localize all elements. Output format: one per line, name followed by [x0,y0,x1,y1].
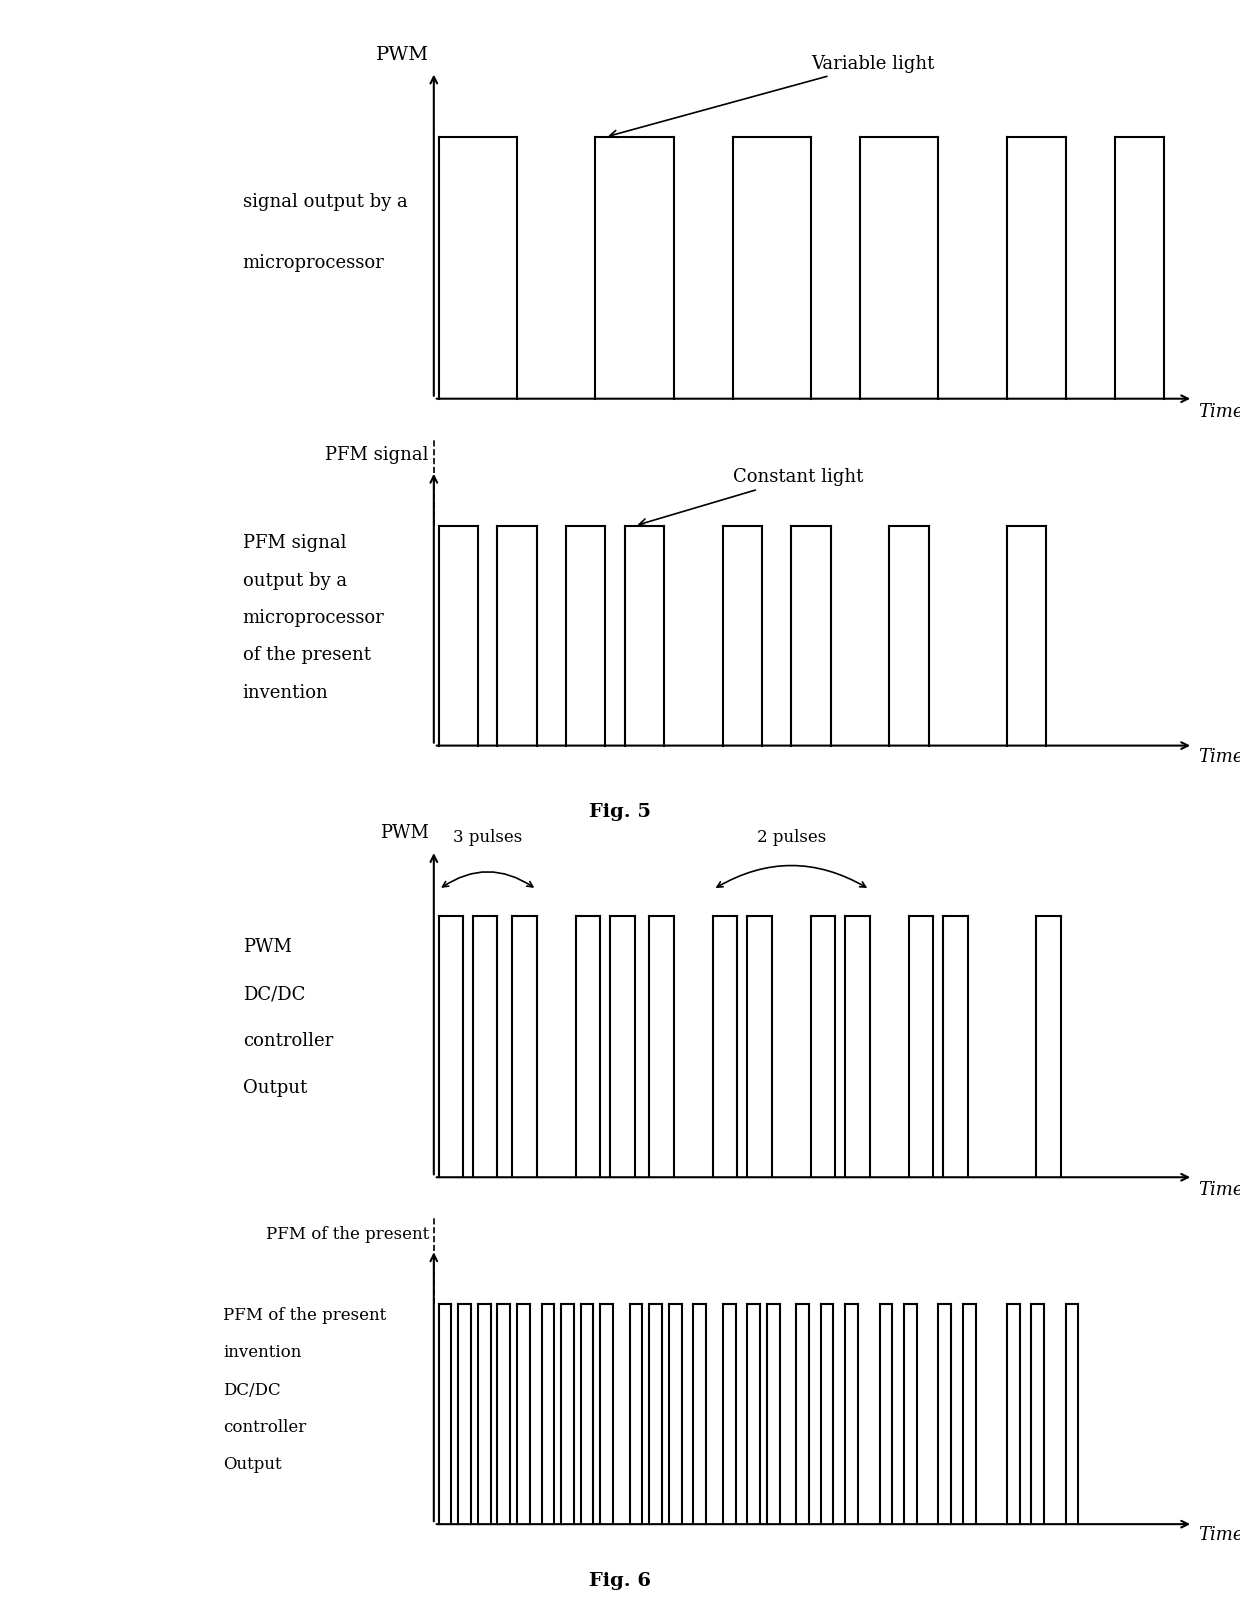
Text: invention: invention [223,1345,301,1361]
Text: microprocessor: microprocessor [243,253,384,271]
Text: 3 pulses: 3 pulses [453,829,522,845]
Text: PFM of the present: PFM of the present [223,1307,387,1324]
Text: Time: Time [1198,1526,1240,1544]
Text: PWM: PWM [379,824,429,842]
Text: Fig. 5: Fig. 5 [589,803,651,821]
Text: of the present: of the present [243,647,371,665]
Text: output by a: output by a [243,573,347,590]
Text: Output: Output [243,1079,308,1098]
Text: signal output by a: signal output by a [243,193,408,211]
Text: controller: controller [223,1419,306,1435]
Text: PFM of the present: PFM of the present [265,1226,429,1242]
Text: Variable light: Variable light [610,55,934,138]
Text: PWM: PWM [243,938,291,955]
Text: PFM signal: PFM signal [243,534,346,553]
Text: microprocessor: microprocessor [243,610,384,628]
Text: Time: Time [1198,1181,1240,1199]
Text: DC/DC: DC/DC [223,1382,280,1398]
Text: DC/DC: DC/DC [243,985,305,1002]
Text: invention: invention [243,684,329,702]
Text: PWM: PWM [376,45,429,63]
Text: Output: Output [223,1457,281,1473]
Text: controller: controller [243,1032,334,1049]
Text: Time: Time [1198,748,1240,766]
Text: PFM signal: PFM signal [325,446,429,464]
Text: Constant light: Constant light [639,469,863,526]
Text: Time: Time [1198,402,1240,420]
Text: 2 pulses: 2 pulses [756,829,826,845]
Text: Fig. 6: Fig. 6 [589,1572,651,1590]
